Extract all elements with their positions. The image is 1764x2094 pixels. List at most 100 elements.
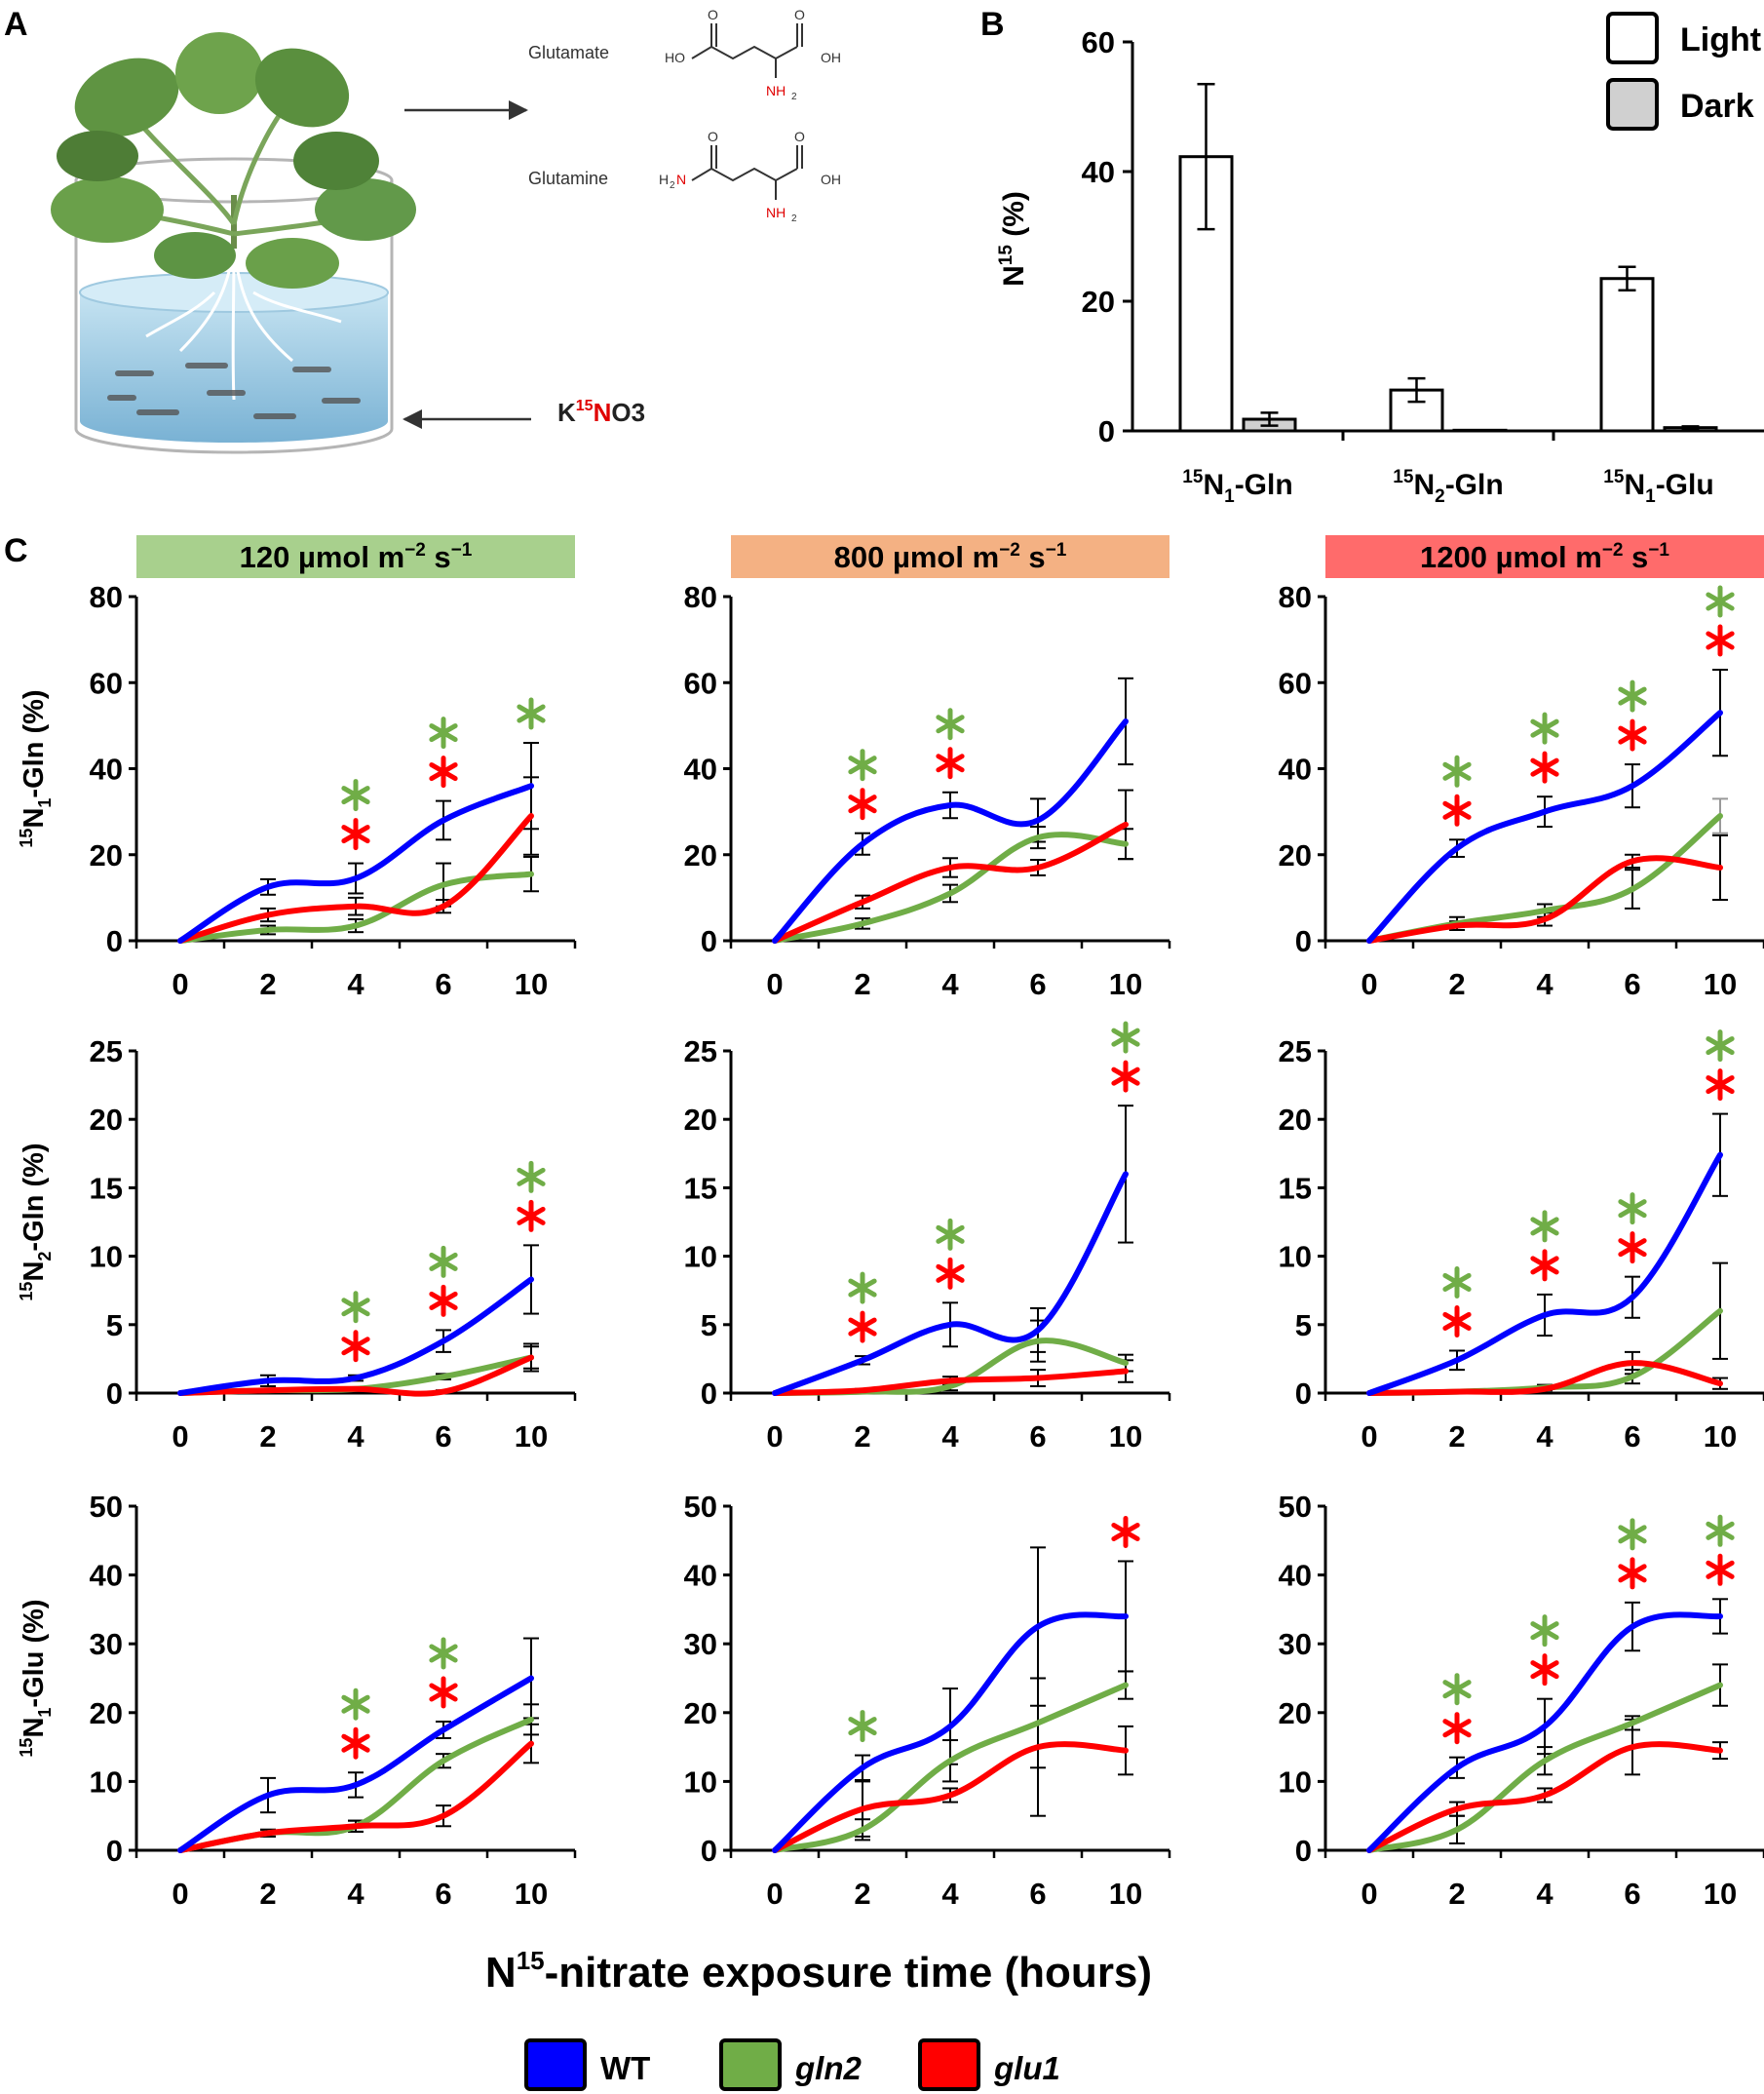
c-y-tick-label: 0	[1295, 924, 1312, 958]
svg-text:HO: HO	[665, 50, 685, 65]
c-y-tick-label: 0	[106, 1377, 123, 1411]
significance-star-ray	[1111, 1028, 1140, 1047]
condition-header-box	[731, 535, 1170, 578]
significance-star-ray	[1442, 1311, 1472, 1331]
c-x-tick-label: 4	[347, 1877, 364, 1911]
b-bar	[1599, 277, 1655, 433]
c-y-tick-label: 20	[684, 1696, 717, 1730]
series-line-WT	[772, 717, 1129, 944]
significance-star-ray	[1442, 800, 1472, 820]
c-y-tick-label: 50	[684, 1490, 717, 1524]
plant-illustration	[51, 32, 416, 289]
c-y-tick-label: 20	[684, 838, 717, 872]
c-x-tick-label: 6	[1624, 967, 1640, 1001]
subplot-row3-col2: 0 10 20 30 40 50 0 2 4 6 10	[684, 1490, 1171, 1911]
significance-star-ray	[1706, 1560, 1735, 1579]
significance-star-ray	[1530, 1217, 1559, 1236]
c-y-tick-label: 40	[90, 1559, 123, 1593]
svg-text:2: 2	[791, 213, 797, 224]
c-legend-label-WT: WT	[600, 2050, 650, 2086]
c-x-tick-label: 6	[1624, 1419, 1640, 1454]
c-x-tick-label: 10	[1704, 967, 1737, 1001]
subplot-row2-col1: 0 5 10 15 20 25 0 2 4 6 10	[90, 1034, 577, 1454]
c-y-tick-label: 20	[90, 838, 123, 872]
nitrate-label: K15NO3	[557, 398, 645, 427]
b-legend-swatch	[1606, 78, 1659, 131]
subplot-row1-col2: 0 20 40 60 80 0 2 4 6 10	[684, 580, 1171, 1001]
c-x-tick-label: 2	[259, 967, 276, 1001]
c-y-tick-label: 80	[1279, 580, 1312, 614]
c-y-tick-label: 0	[701, 924, 717, 958]
significance-star-ray	[517, 704, 546, 723]
row-y-axis-label: 15N1-Gln (%)	[17, 689, 55, 847]
c-y-tick-label: 30	[1279, 1627, 1312, 1661]
c-x-tick-label: 6	[1029, 1419, 1046, 1454]
c-x-tick-label: 10	[1109, 1877, 1142, 1911]
c-x-tick-label: 2	[1448, 967, 1465, 1001]
significance-star-ray	[341, 1694, 370, 1714]
significance-star-ray	[936, 1263, 965, 1283]
c-x-tick-label: 0	[172, 1877, 188, 1911]
c-y-tick-label: 10	[684, 1764, 717, 1799]
c-x-tick-label: 4	[1536, 1877, 1553, 1911]
b-y-tick-label: 0	[1098, 414, 1115, 448]
c-y-tick-label: 40	[1279, 753, 1312, 787]
c-y-tick-label: 0	[701, 1834, 717, 1868]
significance-star-ray	[848, 756, 877, 775]
series-line-gln2	[1366, 1682, 1723, 1853]
svg-text:2: 2	[791, 92, 797, 102]
c-y-tick-label: 10	[1279, 1240, 1312, 1274]
significance-star-ray	[429, 1291, 458, 1310]
panel-b-legend: Light Dark	[1606, 12, 1761, 131]
svg-text:O: O	[794, 129, 805, 144]
series-line-glu1	[1366, 1360, 1723, 1396]
significance-star-ray	[936, 715, 965, 734]
panel-letter-b: B	[980, 6, 1005, 43]
series-line-glu1	[177, 813, 534, 944]
c-x-tick-label: 6	[1029, 1877, 1046, 1911]
panel-letter-c: C	[4, 532, 28, 569]
c-y-tick-label: 20	[1279, 838, 1312, 872]
c-y-tick-label: 20	[90, 1696, 123, 1730]
c-y-tick-label: 10	[90, 1240, 123, 1274]
subplot-row2-col3: 0 5 10 15 20 25 0 2 4 6 10	[1279, 1029, 1764, 1454]
c-y-tick-label: 10	[684, 1240, 717, 1274]
c-y-tick-label: 20	[90, 1103, 123, 1137]
compound-label-glutamine: Glutamine	[528, 169, 608, 188]
svg-text:OH: OH	[821, 172, 841, 187]
c-y-tick-label: 20	[1279, 1103, 1312, 1137]
significance-star-ray	[429, 1683, 458, 1702]
b-legend-label: Light	[1680, 21, 1761, 58]
significance-star-ray	[848, 795, 877, 814]
c-x-tick-label: 6	[1624, 1877, 1640, 1911]
c-x-tick-label: 0	[1361, 967, 1377, 1001]
svg-text:N: N	[676, 172, 686, 187]
significance-star-ray	[1111, 1522, 1140, 1541]
c-y-tick-label: 0	[701, 1377, 717, 1411]
row-y-axis-label: 15N2-Gln (%)	[17, 1143, 55, 1300]
c-x-tick-label: 0	[766, 1877, 783, 1911]
panel-c-legend: WT gln2 glu1	[524, 2038, 1060, 2091]
c-y-tick-label: 40	[684, 753, 717, 787]
c-y-tick-label: 15	[684, 1171, 717, 1205]
significance-star-ray	[1618, 1564, 1647, 1583]
row-y-axis-label: 15N1-Glu (%)	[17, 1599, 55, 1757]
significance-star-ray	[848, 1317, 877, 1337]
significance-star-ray	[1706, 592, 1735, 611]
c-x-tick-label: 10	[1704, 1419, 1737, 1454]
panel-c-x-axis-title: N15-nitrate exposure time (hours)	[485, 1946, 1152, 1997]
c-y-tick-label: 40	[90, 753, 123, 787]
c-x-tick-label: 0	[766, 967, 783, 1001]
c-legend-label-gln2: gln2	[794, 2050, 862, 2086]
c-x-tick-label: 0	[1361, 1877, 1377, 1911]
significance-star-ray	[1530, 757, 1559, 777]
c-y-tick-label: 80	[684, 580, 717, 614]
c-y-tick-label: 60	[90, 666, 123, 700]
c-y-tick-label: 0	[106, 924, 123, 958]
series-line-gln2	[772, 832, 1129, 944]
c-legend-label-glu1: glu1	[993, 2050, 1060, 2086]
glutamate-structure: HO OH O O NH 2	[665, 7, 841, 102]
significance-star-ray	[848, 1717, 877, 1736]
subplot-row1-col3: 0 20 40 60 80 0 2 4 6 10	[1279, 580, 1764, 1001]
significance-star-ray	[341, 1337, 370, 1356]
